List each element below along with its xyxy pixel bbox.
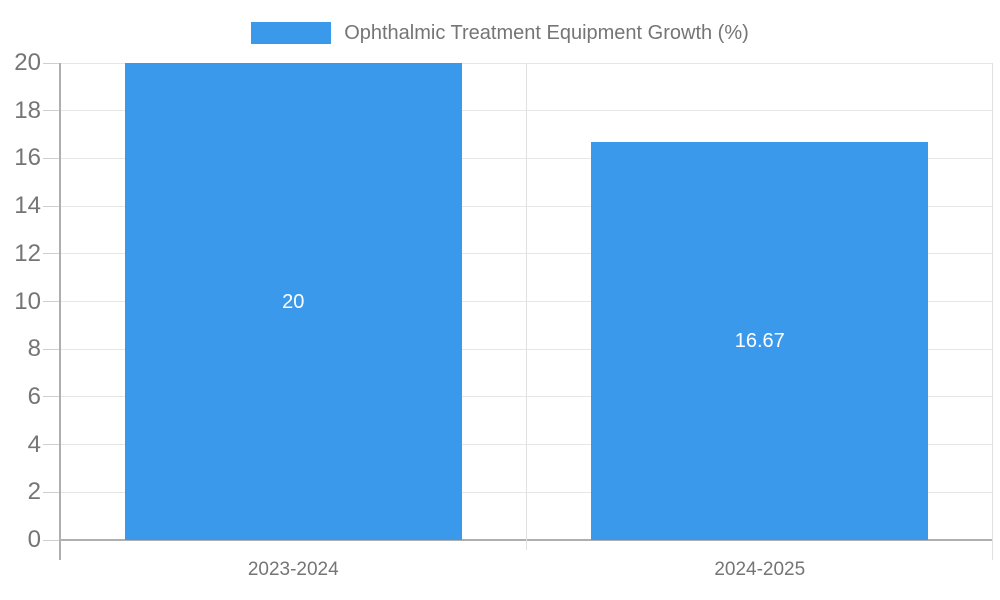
y-tick-mark xyxy=(43,62,60,64)
y-tick-mark xyxy=(43,396,60,398)
x-axis-category-label: 2023-2024 xyxy=(247,559,339,580)
y-axis-tick-label: 6 xyxy=(27,382,41,410)
bar-2023-2024: 20 xyxy=(124,63,462,540)
y-axis-tick-label: 4 xyxy=(27,430,41,458)
y-tick-mark xyxy=(43,205,60,207)
y-axis-tick-label: 2 xyxy=(27,478,41,506)
y-axis-tick-label: 8 xyxy=(27,335,41,363)
y-tick-mark xyxy=(43,253,60,255)
y-axis-tick-label: 16 xyxy=(14,144,41,172)
y-tick-mark xyxy=(43,444,60,446)
x-axis-category-label: 2024-2025 xyxy=(714,559,806,580)
bar-value-label: 16.67 xyxy=(734,330,785,353)
y-axis-tick-label: 18 xyxy=(14,96,41,124)
bar-value-label: 20 xyxy=(282,290,305,313)
legend-label: Ophthalmic Treatment Equipment Growth (%… xyxy=(344,21,749,44)
y-axis-tick-label: 10 xyxy=(14,287,41,315)
y-tick-mark xyxy=(43,157,60,159)
legend: Ophthalmic Treatment Equipment Growth (%… xyxy=(0,18,1000,48)
y-tick-mark xyxy=(43,539,60,541)
y-tick-mark xyxy=(43,110,60,112)
y-axis-line xyxy=(59,63,61,560)
category-divider-line xyxy=(526,63,527,550)
y-tick-mark xyxy=(43,301,60,302)
y-axis-tick-label: 20 xyxy=(14,49,41,76)
plot-right-border xyxy=(992,63,993,560)
legend-swatch xyxy=(251,22,332,44)
y-axis-tick-label: 0 xyxy=(27,526,41,553)
y-axis-tick-label: 14 xyxy=(14,192,41,220)
y-axis-tick-label: 12 xyxy=(14,239,41,267)
y-tick-mark xyxy=(43,348,60,350)
y-tick-mark xyxy=(43,491,60,493)
bar-2024-2025: 16.67 xyxy=(591,142,929,540)
